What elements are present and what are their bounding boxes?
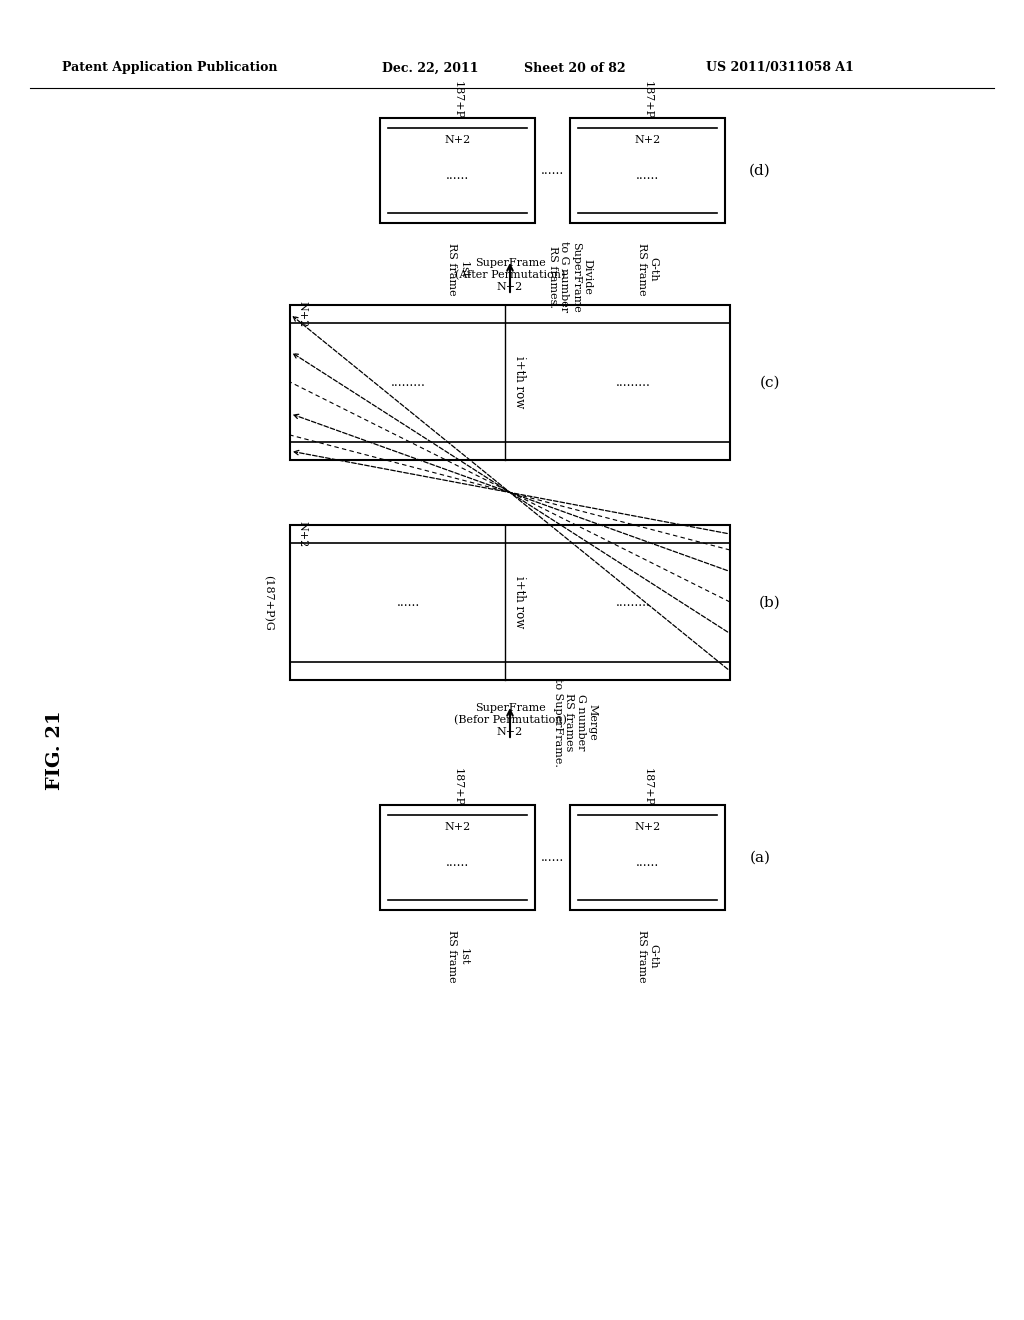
Text: 187+P: 187+P [642, 768, 652, 807]
Text: .........: ......... [615, 376, 650, 389]
Text: (c): (c) [760, 375, 780, 389]
Text: 187+P: 187+P [453, 768, 463, 807]
Text: Dec. 22, 2011: Dec. 22, 2011 [382, 62, 478, 74]
Text: (b): (b) [759, 595, 781, 610]
Text: N+2: N+2 [635, 822, 660, 832]
Text: ......: ...... [445, 857, 469, 870]
Text: (a): (a) [750, 850, 770, 865]
Text: ......: ...... [397, 597, 421, 609]
Text: Sheet 20 of 82: Sheet 20 of 82 [524, 62, 626, 74]
Text: 1st
RS frame: 1st RS frame [446, 243, 468, 296]
Bar [290, 305, 730, 459]
Text: 1st
RS frame: 1st RS frame [446, 931, 468, 982]
Text: .........: ......... [615, 597, 650, 609]
Text: SuperFrame
(Befor Permutation)
N+2: SuperFrame (Befor Permutation) N+2 [454, 704, 566, 737]
Text: G-th
RS frame: G-th RS frame [637, 931, 658, 982]
Text: N+2: N+2 [444, 822, 471, 832]
Text: US 2011/0311058 A1: US 2011/0311058 A1 [707, 62, 854, 74]
Text: Patent Application Publication: Patent Application Publication [62, 62, 278, 74]
Text: N+2: N+2 [444, 135, 471, 145]
Text: 187+P: 187+P [642, 81, 652, 119]
Text: N+2: N+2 [635, 135, 660, 145]
Text: ......: ...... [636, 169, 659, 182]
Text: SuperFrame
(After Permutation)
N+2: SuperFrame (After Permutation) N+2 [455, 259, 565, 292]
Bar [570, 117, 725, 223]
Text: (d): (d) [750, 164, 771, 177]
Text: Merge
G number
RS frames
to SuperFrame.: Merge G number RS frames to SuperFrame. [553, 677, 597, 767]
Text: (187+P)G: (187+P)G [263, 574, 273, 631]
Bar [290, 525, 730, 680]
Text: N+2: N+2 [297, 521, 307, 546]
Text: i+th row: i+th row [513, 356, 526, 409]
Text: ......: ...... [445, 169, 469, 182]
Text: ......: ...... [636, 857, 659, 870]
Text: 187+P: 187+P [453, 81, 463, 119]
Text: .........: ......... [391, 376, 426, 389]
Bar [570, 805, 725, 909]
Text: FIG. 21: FIG. 21 [46, 710, 63, 789]
Text: Divide
SuperFrame
to G number
RS frames.: Divide SuperFrame to G number RS frames. [548, 242, 593, 313]
Bar [380, 805, 535, 909]
Bar [380, 117, 535, 223]
Text: ......: ...... [541, 851, 563, 865]
Text: G-th
RS frame: G-th RS frame [637, 243, 658, 296]
Text: N+2: N+2 [297, 301, 307, 327]
Text: i+th row: i+th row [513, 577, 526, 628]
Text: ......: ...... [541, 164, 563, 177]
